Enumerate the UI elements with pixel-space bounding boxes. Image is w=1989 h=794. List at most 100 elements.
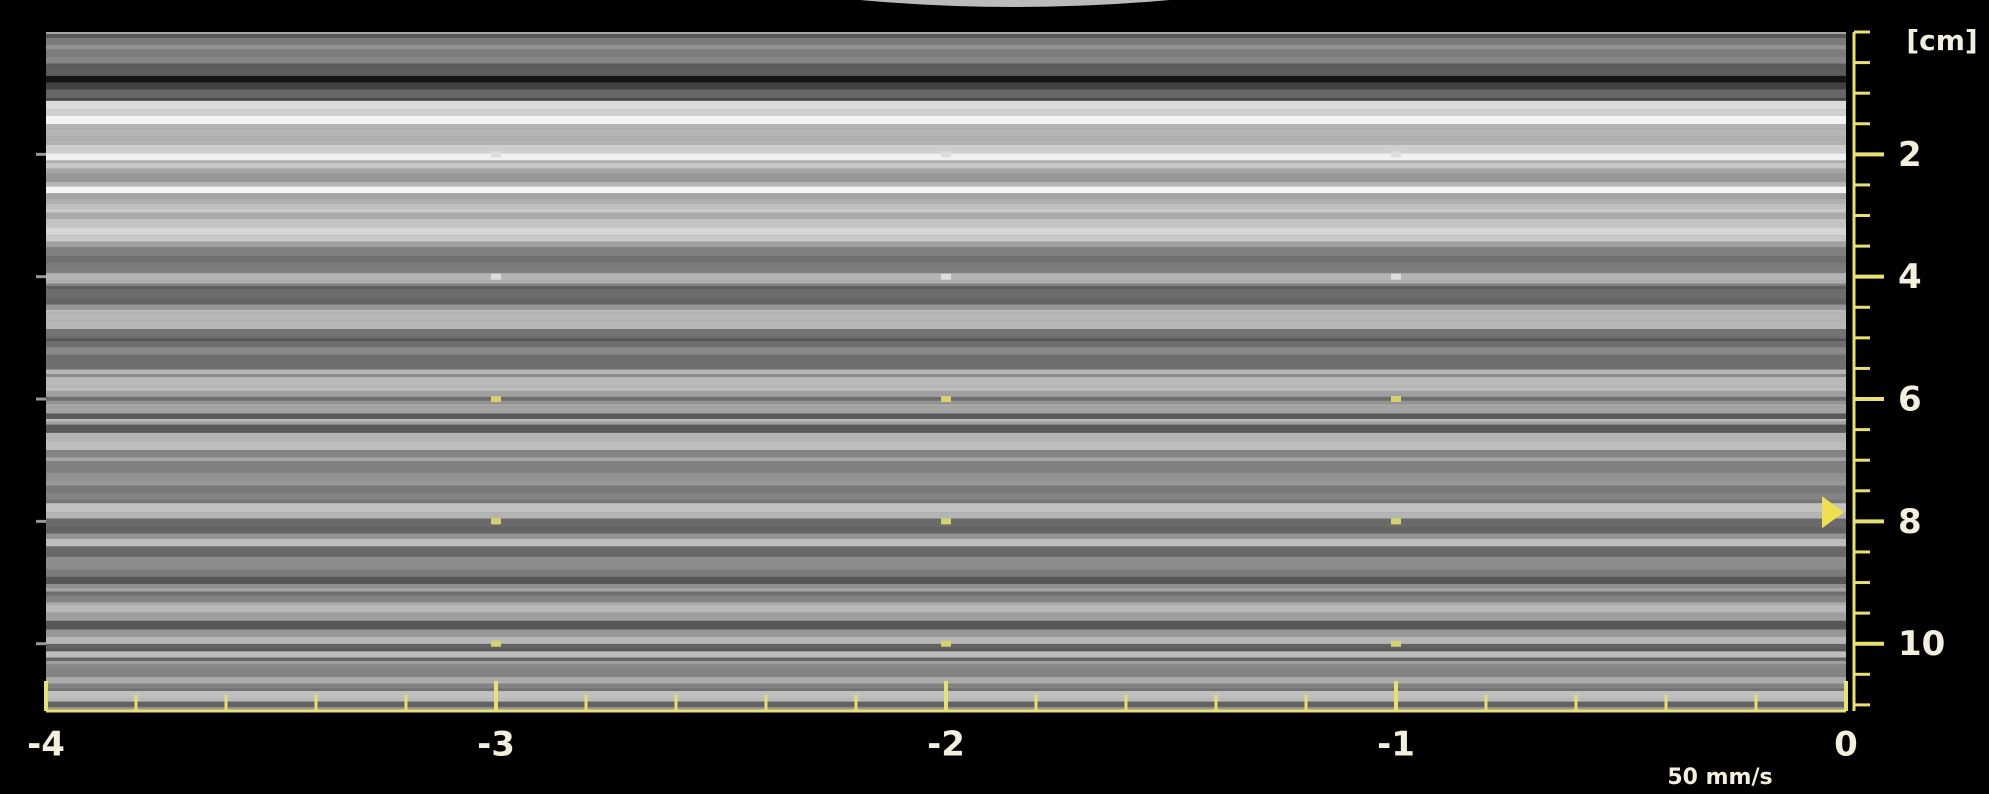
echo-band [46,140,1846,145]
echo-band [46,90,1846,98]
echo-band [46,658,1846,661]
echo-band [46,433,1846,441]
echo-band [46,461,1846,469]
echo-band [46,38,1846,45]
echo-band [46,71,1846,76]
echo-band [46,242,1846,248]
echo-band [46,441,1846,450]
echo-band [46,469,1846,473]
time-tick-label: -2 [927,725,965,765]
mmode-display: [cm] 50 mm/s 246810-4-3-2-10 [0,0,1989,794]
echo-band [46,313,1846,321]
calibration-dot [1391,641,1401,647]
depth-unit: [cm] [1906,24,1977,57]
calibration-dot [941,274,951,280]
echo-band [46,263,1846,269]
echo-band [46,182,1846,187]
echo-band [46,347,1846,354]
echo-band [46,486,1846,493]
calibration-dot [941,151,951,157]
echo-band [46,564,1846,570]
echo-band [46,419,1846,422]
echo-band [46,668,1846,677]
echo-band [46,450,1846,457]
echo-band [46,98,1846,101]
echo-band [46,235,1846,241]
echo-band [46,407,1846,414]
calibration-dot [941,641,951,647]
echo-band [46,129,1846,137]
sweep-speed: 50 mm/s [1667,765,1772,790]
time-tick-label: -1 [1377,725,1415,765]
echo-band [46,34,1846,38]
echo-band [46,204,1846,209]
depth-tick-label: 4 [1898,257,1922,297]
depth-tick-label: 10 [1898,624,1945,664]
echo-band [46,45,1846,49]
echo-band [46,269,1846,273]
depth-tick-label: 6 [1898,380,1922,420]
echo-band [46,227,1846,235]
echo-band [46,621,1846,630]
echo-band [46,527,1846,534]
echo-band [46,539,1846,546]
echo-band [46,163,1846,169]
calibration-dot [491,641,501,647]
calibration-dot [491,274,501,280]
echo-band [46,596,1846,603]
echo-band [46,630,1846,637]
echo-band [46,388,1846,391]
echo-band [46,101,1846,109]
echo-band [46,49,1846,56]
echo-band [46,584,1846,588]
echo-band [46,577,1846,584]
echo-band [46,310,1846,313]
echo-band [46,187,1846,194]
echo-band [46,83,1846,90]
calibration-dot [491,518,501,524]
echo-band [46,298,1846,304]
echo-band [46,473,1846,481]
echo-band [46,174,1846,182]
echo-band [46,116,1846,124]
echo-band [46,588,1846,591]
echo-band [46,503,1846,512]
echo-band [46,208,1846,212]
scan-area [46,32,1846,711]
time-tick-label: -3 [477,725,515,765]
echo-band [46,289,1846,298]
echo-band [46,321,1846,329]
echo-band [46,336,1846,338]
echo-band [46,512,1846,518]
echo-band [46,425,1846,433]
echo-band [46,109,1846,116]
echo-band [46,305,1846,310]
echo-band [46,193,1846,199]
calibration-dot [1391,518,1401,524]
echo-band [46,664,1846,668]
echo-band [46,341,1846,347]
echo-band [46,569,1846,576]
echo-band [46,457,1846,461]
echo-band [46,422,1846,425]
echo-band [46,124,1846,129]
echo-band [46,377,1846,379]
echo-band [46,219,1846,227]
echo-band [46,339,1846,342]
echo-band [46,481,1846,485]
echo-band [46,493,1846,500]
calibration-dot [941,518,951,524]
echo-band [46,160,1846,162]
echo-band [46,552,1846,557]
echo-band [46,247,1846,256]
echo-band [46,649,1846,652]
echo-band [46,284,1846,287]
echo-band [46,404,1846,406]
echo-band [46,661,1846,664]
echo-band [46,651,1846,657]
echo-band [46,385,1846,387]
echo-band [46,199,1846,204]
calibration-dot [491,396,501,402]
time-tick-label: 0 [1834,725,1858,765]
echo-band [46,137,1846,140]
